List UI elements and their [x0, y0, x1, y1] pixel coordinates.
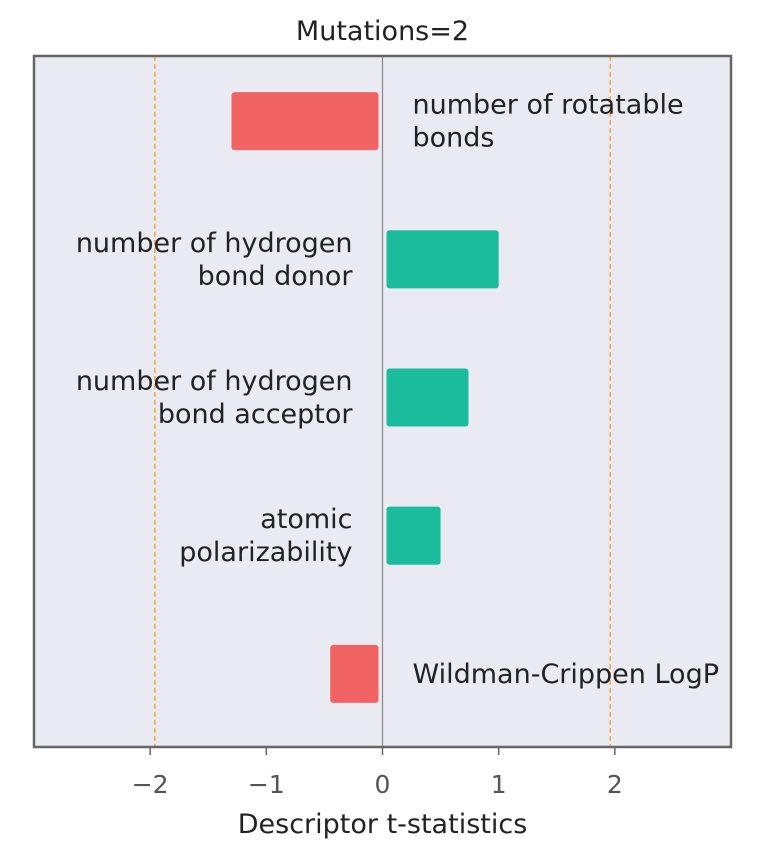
category-label-line: number of rotatable [413, 90, 684, 121]
category-label: Wildman-Crippen LogP [413, 659, 720, 690]
x-axis-label: Descriptor t-statistics [238, 809, 528, 840]
x-axis-ticks: −2 −1 0 1 2 [132, 747, 623, 799]
threshold-lines [154, 56, 611, 747]
category-label: number of hydrogen bond donor [76, 228, 354, 292]
x-tick-label: −1 [248, 770, 285, 799]
category-label: number of rotatable bonds [413, 90, 684, 154]
category-label-line: bond acceptor [158, 399, 354, 430]
x-tick-label: 1 [491, 770, 507, 799]
category-label: atomic polarizability [179, 504, 352, 568]
bar [386, 506, 441, 565]
chart-title: Mutations=2 [296, 16, 469, 47]
category-label-line: Wildman-Crippen LogP [413, 659, 720, 690]
category-label-line: atomic [260, 504, 352, 535]
x-tick-label: 0 [375, 770, 391, 799]
bar [330, 644, 379, 703]
bars [231, 92, 499, 703]
bar [231, 92, 379, 151]
category-label-line: number of hydrogen [76, 228, 353, 259]
bar [386, 368, 469, 427]
bar [386, 230, 499, 289]
category-label-line: polarizability [179, 537, 352, 568]
category-label-line: bonds [413, 123, 495, 154]
category-label: number of hydrogen bond acceptor [76, 366, 354, 430]
category-labels: number of rotatable bonds number of hydrog… [76, 90, 719, 690]
category-label-line: bond donor [198, 261, 354, 292]
category-label-line: number of hydrogen [76, 366, 353, 397]
x-tick-label: −2 [132, 770, 169, 799]
x-tick-label: 2 [607, 770, 623, 799]
